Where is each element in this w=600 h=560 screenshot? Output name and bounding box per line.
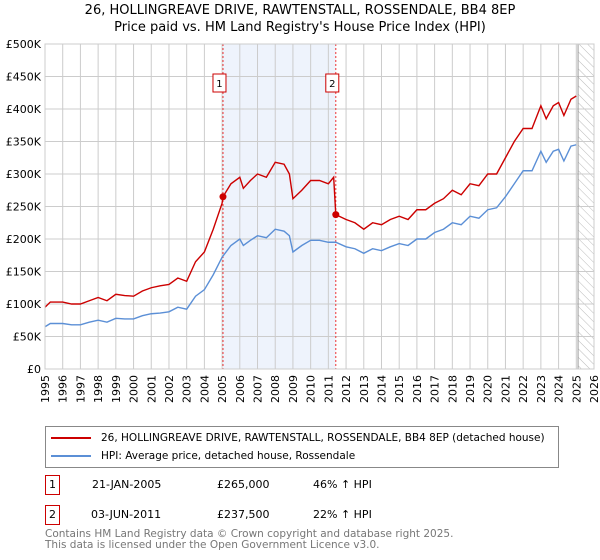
x-tick-label: 2003 (181, 375, 194, 403)
sale-point (332, 211, 340, 219)
x-tick-label: 2020 (482, 375, 495, 403)
legend-price-swatch (51, 437, 91, 439)
transaction-date: 21-JAN-2005 (92, 478, 162, 491)
y-tick-label: £200K (6, 233, 42, 246)
transaction-date: 03-JUN-2011 (91, 508, 162, 521)
sale-marker-label: 1 (216, 79, 222, 90)
series-line (44, 95, 577, 308)
sale-marker-badge (212, 73, 227, 93)
x-tick-label: 2026 (588, 375, 600, 403)
x-tick-label: 1998 (92, 375, 105, 403)
footer-licence: This data is licensed under the Open Gov… (45, 539, 380, 551)
x-tick-label: 2005 (216, 375, 229, 403)
x-tick-label: 2017 (429, 375, 442, 403)
transaction-badge: 1 (45, 475, 60, 495)
chart-title: 26, HOLLINGREAVE DRIVE, RAWTENSTALL, ROS… (0, 2, 600, 36)
x-tick-label: 2006 (234, 375, 247, 403)
x-tick-label: 2004 (198, 375, 211, 403)
x-tick-label: 2013 (358, 375, 371, 403)
x-tick-label: 2023 (535, 375, 548, 403)
x-tick-label: 2019 (464, 375, 477, 403)
x-tick-label: 2007 (252, 375, 265, 403)
y-tick-label: £450K (6, 71, 42, 84)
x-tick-label: 2014 (375, 375, 388, 403)
legend-price-label: 26, HOLLINGREAVE DRIVE, RAWTENSTALL, ROS… (101, 432, 545, 444)
series-line (44, 144, 577, 328)
y-tick-label: £250K (6, 201, 42, 214)
transaction-row: 2 03-JUN-2011 £237,500 22% ↑ HPI (45, 505, 545, 525)
sale-point (219, 193, 227, 201)
x-tick-label: 1997 (74, 375, 87, 403)
x-tick-label: 1995 (39, 375, 52, 403)
transaction-price: £265,000 (217, 478, 270, 491)
x-tick-label: 2018 (446, 375, 459, 403)
plot-border (44, 43, 595, 370)
y-tick-label: £100K (6, 298, 42, 311)
transaction-hpi: 46% ↑ HPI (313, 478, 372, 491)
subtitle-line: Price paid vs. HM Land Registry's House … (114, 20, 486, 35)
x-tick-label: 2025 (570, 375, 583, 403)
x-tick-label: 2002 (163, 375, 176, 403)
footer-copyright: Contains HM Land Registry data © Crown c… (45, 528, 454, 540)
sale-marker-badge (325, 73, 340, 93)
title-line: 26, HOLLINGREAVE DRIVE, RAWTENSTALL, ROS… (84, 3, 516, 18)
y-tick-label: £300K (6, 168, 42, 181)
legend: 26, HOLLINGREAVE DRIVE, RAWTENSTALL, ROS… (45, 426, 559, 468)
x-tick-label: 2021 (499, 375, 512, 403)
x-tick-label: 2024 (553, 375, 566, 403)
transaction-price: £237,500 (217, 508, 270, 521)
x-tick-label: 2000 (128, 375, 141, 403)
price-chart: 1995 1996 1997 1998 1999 2000 2001 2002 2003 2004… (6, 38, 600, 403)
sale-marker-label: 2 (329, 79, 335, 90)
x-tick-label: 2008 (269, 375, 282, 403)
y-tick-label: £50K (13, 331, 42, 344)
legend-hpi-swatch (51, 455, 91, 457)
x-tick-label: 2015 (393, 375, 406, 403)
transaction-badge: 2 (45, 505, 60, 525)
y-tick-label: £500K (6, 38, 42, 51)
x-tick-label: 2009 (287, 375, 300, 403)
x-tick-label: 2001 (145, 375, 158, 403)
legend-hpi-label: HPI: Average price, detached house, Ross… (101, 450, 356, 462)
x-tick-label: 1996 (57, 375, 70, 403)
y-tick-label: £350K (6, 136, 42, 149)
x-tick-label: 2011 (322, 375, 335, 403)
transaction-row: 1 21-JAN-2005 £265,000 46% ↑ HPI (45, 475, 545, 495)
transaction-hpi: 22% ↑ HPI (313, 508, 372, 521)
y-tick-label: £400K (6, 103, 42, 116)
x-tick-label: 2016 (411, 375, 424, 403)
x-tick-label: 2022 (517, 375, 530, 403)
y-tick-label: £0 (27, 363, 41, 376)
x-tick-label: 1999 (110, 375, 123, 403)
y-tick-label: £150K (6, 266, 42, 279)
x-tick-label: 2010 (305, 375, 318, 403)
x-tick-label: 2012 (340, 375, 353, 403)
footer: Contains HM Land Registry data © Crown c… (45, 529, 453, 551)
